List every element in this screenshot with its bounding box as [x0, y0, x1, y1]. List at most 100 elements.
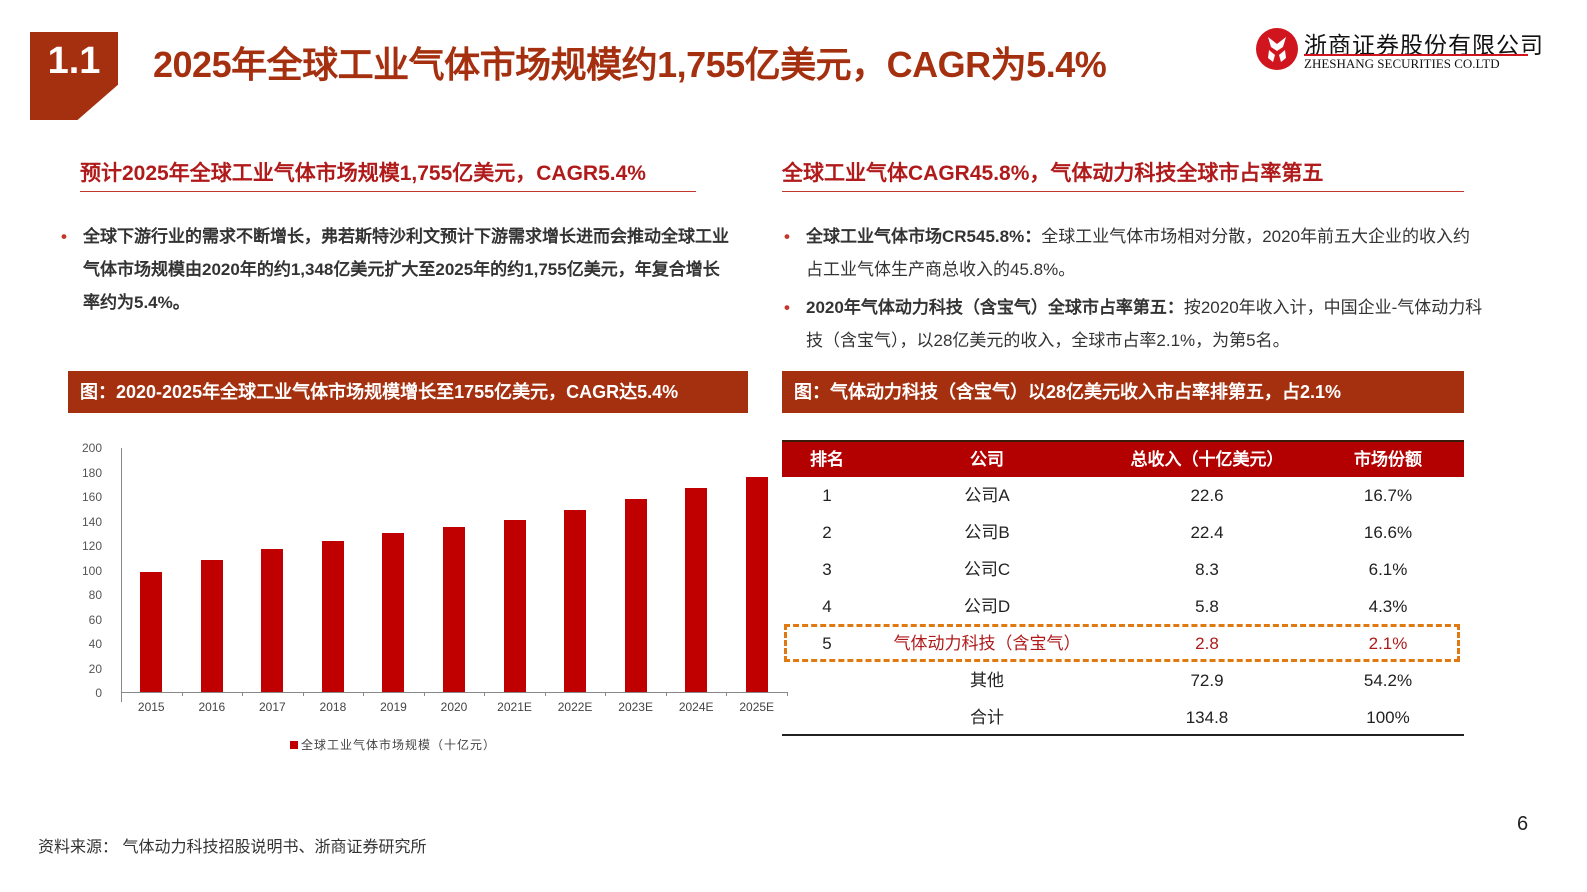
company-cell: 其他	[970, 671, 1004, 690]
y-tick: 60	[88, 613, 102, 627]
right-bullet-2-bold: 2020年气体动力科技（含宝气）全球市占率第五：	[806, 298, 1184, 317]
x-tick-mark	[363, 692, 365, 696]
x-tick: 2023E	[618, 700, 653, 714]
header-rank: 排名	[810, 450, 844, 469]
right-bullet-1-text: 全球工业气体市场相对分散，2020年前五大企业的收入约占工业气体生产商总收入的4…	[806, 227, 1471, 279]
y-tick: 160	[81, 490, 102, 504]
bar-2024E	[685, 488, 708, 692]
table-row: 其他 72.9 54.2%	[782, 662, 1464, 699]
source-note: 资料来源： 气体动力科技招股说明书、浙商证券研究所	[38, 839, 427, 856]
share-cell: 4.3%	[1368, 597, 1408, 616]
bar-2019	[382, 533, 405, 692]
share-cell: 100%	[1366, 708, 1410, 727]
bar-2020	[443, 527, 465, 692]
table-row: 3 公司C 8.3 6.1%	[782, 551, 1464, 588]
header-revenue: 总收入（十亿美元）	[1130, 450, 1284, 469]
x-tick-mark	[787, 692, 788, 696]
table-row: 2 公司B 22.4 16.6%	[782, 514, 1464, 551]
y-tick: 180	[81, 466, 102, 480]
right-bullet-1-bold: 全球工业气体市场CR545.8%：	[806, 227, 1042, 246]
bar-2022E	[564, 510, 587, 692]
x-tick: 2019	[380, 700, 407, 714]
section-badge: 1.1	[30, 32, 118, 120]
market-size-bar-chart: 200 180 160 140 120 100 80 60 40 20 0 20…	[60, 438, 788, 768]
revenue-cell: 5.8	[1195, 597, 1219, 616]
company-logo: 浙商证券股份有限公司 ZHESHANG SECURITIES CO.LTD	[1256, 28, 1543, 78]
y-axis	[121, 448, 122, 702]
bar-2016	[200, 560, 223, 692]
bar-2021E	[503, 519, 526, 692]
x-tick: 2021E	[497, 700, 532, 714]
x-tick-mark	[726, 692, 728, 696]
x-tick: 2015	[137, 700, 165, 714]
section-number: 1.1	[47, 40, 101, 82]
y-tick: 20	[88, 662, 102, 676]
rank-cell: 4	[822, 597, 832, 616]
right-subtitle-underline	[782, 191, 1464, 192]
x-tick: 2022E	[557, 700, 593, 714]
logo-divider	[1304, 54, 1528, 56]
share-cell: 6.1%	[1368, 560, 1408, 579]
y-tick: 200	[81, 441, 102, 455]
table-row: 4 公司D 5.8 4.3%	[782, 588, 1464, 625]
revenue-cell: 22.4	[1190, 523, 1224, 542]
company-cell: 气体动力科技（含宝气）	[893, 634, 1081, 653]
rank-cell: 3	[822, 560, 832, 579]
logo-emblem-icon	[1256, 28, 1298, 70]
legend-swatch-icon	[290, 741, 298, 749]
y-tick: 140	[81, 515, 102, 529]
table-header: 排名 公司 总收入（十亿美元） 市场份额	[782, 440, 1464, 477]
market-share-table: 排名 公司 总收入（十亿美元） 市场份额 1 公司A 22.6 16.7% 2 …	[782, 440, 1464, 736]
left-figure-caption: 图：2020-2025年全球工业气体市场规模增长至1755亿美元，CAGR达5.…	[68, 371, 748, 413]
table-row-highlighted: 5 气体动力科技（含宝气） 2.8 2.1%	[782, 625, 1464, 662]
share-cell: 16.7%	[1363, 486, 1413, 505]
right-bullet-2: • 2020年气体动力科技（含宝气）全球市占率第五：按2020年收入计，中国企业…	[784, 291, 1486, 357]
page-title: 2025年全球工业气体市场规模约1,755亿美元，CAGR为5.4%	[153, 44, 1107, 85]
x-tick-mark	[302, 692, 304, 696]
table-row-total: 合计 134.8 100%	[782, 699, 1464, 736]
bar-2015	[140, 572, 163, 692]
y-tick: 0	[95, 686, 102, 700]
table-bottom-rule	[782, 734, 1464, 736]
x-tick-mark	[181, 692, 183, 696]
x-axis	[121, 692, 787, 693]
chart-legend: 全球工业气体市场规模（十亿元）	[290, 736, 496, 753]
rank-cell: 5	[822, 634, 832, 653]
table-row: 1 公司A 22.6 16.7%	[782, 477, 1464, 514]
y-tick: 100	[81, 564, 102, 578]
revenue-cell: 22.6	[1190, 486, 1224, 505]
revenue-cell: 134.8	[1185, 708, 1229, 727]
company-cell: 公司A	[964, 486, 1010, 505]
y-tick: 80	[88, 588, 102, 602]
revenue-cell: 72.9	[1190, 671, 1224, 690]
x-tick: 2025E	[739, 700, 775, 714]
y-tick: 120	[81, 539, 102, 553]
left-bullet: • 全球下游行业的需求不断增长，弗若斯特沙利文预计下游需求增长进而会推动全球工业…	[61, 220, 733, 319]
x-tick-mark	[484, 692, 486, 696]
x-tick-mark	[605, 692, 607, 696]
share-cell: 16.6%	[1363, 523, 1413, 542]
right-figure-caption: 图：气体动力科技（含宝气）以28亿美元收入市占率排第五，占2.1%	[782, 371, 1464, 413]
left-subtitle-underline	[80, 191, 696, 192]
x-tick: 2016	[198, 700, 226, 714]
right-subtitle: 全球工业气体CAGR45.8%，气体动力科技全球市占率第五	[782, 162, 1324, 185]
x-tick-mark	[423, 692, 425, 696]
x-tick: 2017	[259, 700, 286, 714]
page-number: 6	[1517, 813, 1529, 835]
x-tick-mark	[544, 692, 546, 696]
bar-2018	[321, 540, 344, 692]
left-subtitle: 预计2025年全球工业气体市场规模1,755亿美元，CAGR5.4%	[80, 162, 646, 185]
company-cell: 合计	[970, 708, 1004, 727]
bullet-dot-icon: •	[61, 227, 67, 246]
company-cell: 公司B	[964, 523, 1010, 542]
x-tick: 2020	[440, 700, 468, 714]
right-bullet-1: • 全球工业气体市场CR545.8%：全球工业气体市场相对分散，2020年前五大…	[784, 220, 1486, 286]
share-cell: 2.1%	[1368, 634, 1408, 653]
right-bullet-2-text: 按2020年收入计，中国企业-气体动力科技（含宝气），以28亿美元的收入，全球市…	[806, 298, 1483, 350]
header-company: 公司	[970, 450, 1004, 469]
bar-2023E	[624, 499, 647, 692]
y-tick: 40	[88, 637, 102, 651]
rank-cell: 1	[822, 486, 832, 505]
share-cell: 54.2%	[1363, 671, 1413, 690]
left-bullet-text: 全球下游行业的需求不断增长，弗若斯特沙利文预计下游需求增长进而会推动全球工业气体…	[83, 227, 729, 312]
